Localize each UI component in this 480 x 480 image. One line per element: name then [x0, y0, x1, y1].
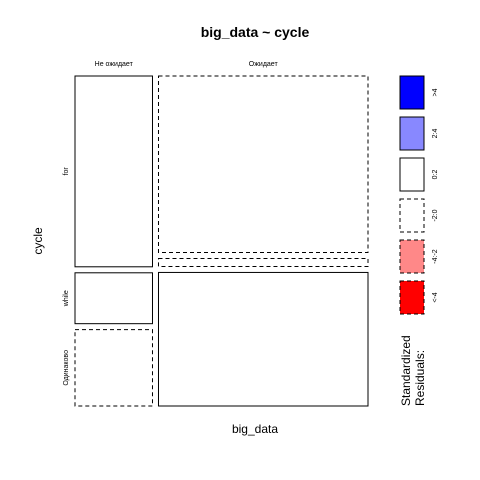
x-category-labels: Не ожидает Ожидает	[95, 61, 279, 68]
y-category-labels: for while Одинаково	[63, 167, 70, 386]
tile-не-ожидает-while	[74, 272, 153, 325]
legend-label-4: -4:-2	[432, 249, 439, 264]
legend-title-line2: Residuals:	[413, 350, 427, 406]
tile-ожидает-for	[157, 75, 369, 253]
tile-не-ожидает-for	[74, 75, 153, 268]
legend-items: >4 2:4 0:2 -2:0 -4:-2 <-4	[399, 75, 439, 315]
legend-label-3: -2:0	[432, 209, 439, 221]
chart-title: big_data ~ cycle	[201, 24, 310, 40]
tile-ожидает-одинаково	[157, 271, 369, 407]
y-category-label-1: while	[63, 290, 70, 307]
legend-label-5: <-4	[432, 292, 439, 302]
tile-не-ожидает-одинаково	[74, 329, 153, 407]
legend-swatch-3	[399, 198, 425, 233]
legend-swatch-4	[399, 239, 425, 274]
legend-label-1: 2:4	[432, 129, 439, 139]
legend-swatch-1	[399, 116, 425, 151]
x-category-label-0: Не ожидает	[95, 61, 134, 68]
legend-label-0: >4	[432, 88, 439, 96]
x-axis-label: big_data	[232, 422, 278, 436]
legend: >4 2:4 0:2 -2:0 -4:-2 <-4 Standardized Residu…	[399, 75, 439, 406]
x-category-label-1: Ожидает	[249, 61, 279, 68]
mosaic-tiles	[74, 75, 369, 407]
tile-ожидает-while	[157, 257, 369, 267]
legend-swatch-2	[399, 157, 425, 192]
y-axis-label: cycle	[31, 227, 45, 255]
legend-label-2: 0:2	[432, 170, 439, 180]
legend-title-line1: Standardized	[399, 335, 413, 406]
legend-swatch-0	[399, 75, 425, 110]
y-category-label-2: Одинаково	[63, 350, 70, 386]
y-category-label-0: for	[63, 167, 70, 176]
legend-swatch-5	[399, 280, 425, 315]
